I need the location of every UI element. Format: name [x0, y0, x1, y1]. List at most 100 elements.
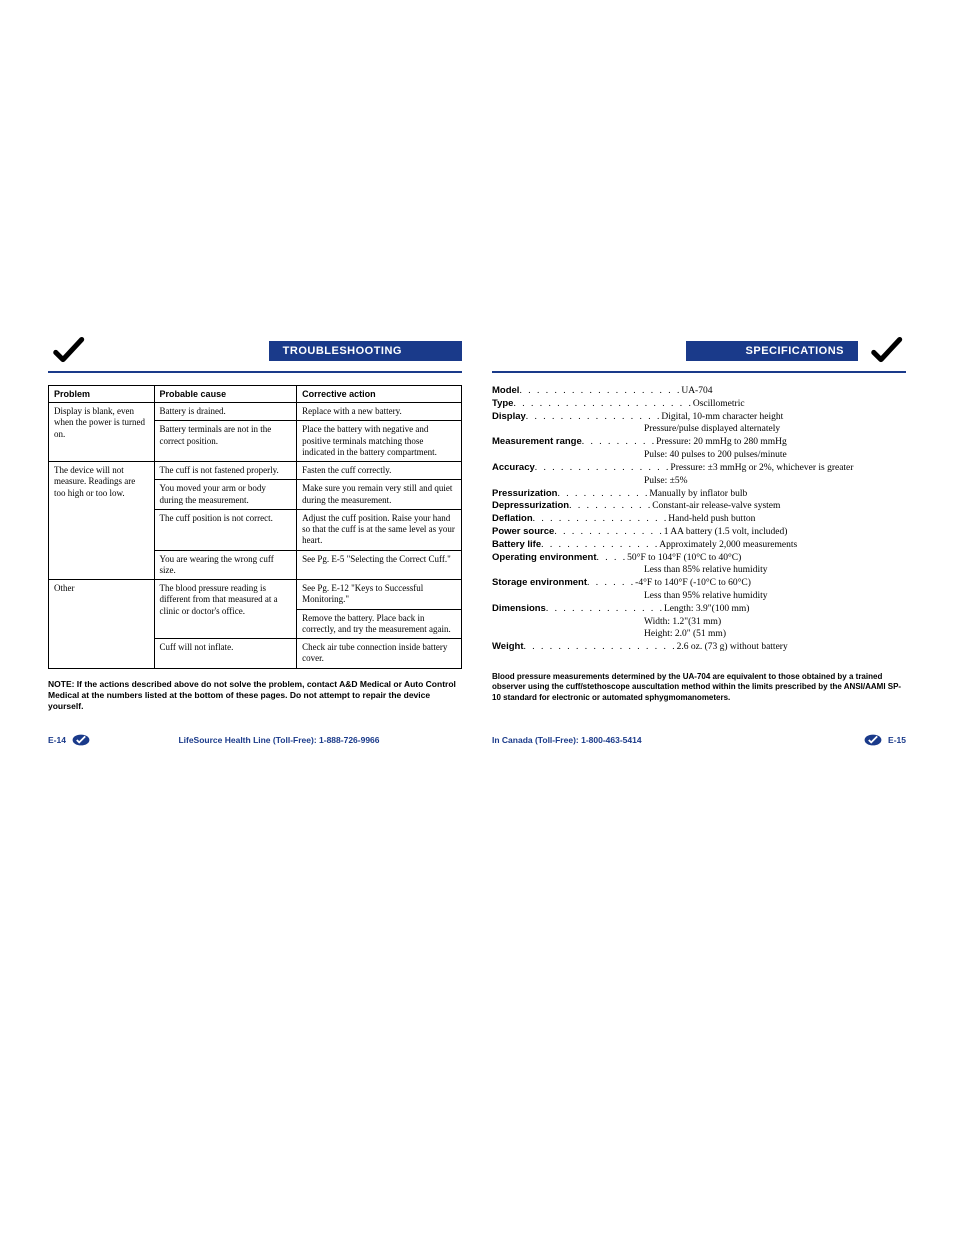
section-title: TROUBLESHOOTING [269, 341, 462, 361]
spec-value: Pressure: 20 mmHg to 280 mmHg [656, 436, 906, 449]
spec-row: Model . . . . . . . . . . . . . . . . . … [492, 385, 906, 398]
spec-dots: . . . . . . . . . . . . . . [546, 603, 664, 616]
cell-action: See Pg. E-5 "Selecting the Correct Cuff.… [297, 550, 462, 580]
spec-row: Storage environment . . . . . .-4°F to 1… [492, 577, 906, 590]
spec-value: Approximately 2,000 measurements [659, 539, 906, 552]
spec-value-cont: Width: 1.2"(31 mm) [492, 616, 906, 629]
heading-bar-left: TROUBLESHOOTING [48, 335, 462, 373]
cell-action: Replace with a new battery. [297, 403, 462, 421]
cell-action: Adjust the cuff position. Raise your han… [297, 509, 462, 550]
cell-action: Place the battery with negative and posi… [297, 421, 462, 462]
page-number: E-15 [888, 735, 906, 745]
cell-action: Fasten the cuff correctly. [297, 462, 462, 480]
cell-problem: Other [49, 580, 155, 669]
troubleshooting-table: Problem Probable cause Corrective action… [48, 385, 462, 669]
page-badge-icon [864, 734, 882, 746]
spec-value: Length: 3.9"(100 mm) [664, 603, 906, 616]
spec-value-cont: Less than 95% relative humidity [492, 590, 906, 603]
spec-row: Accuracy . . . . . . . . . . . . . . . .… [492, 462, 906, 475]
spec-row: Power source . . . . . . . . . . . . .1 … [492, 526, 906, 539]
table-row: The device will not measure. Readings ar… [49, 462, 462, 480]
spec-dots: . . . . . . . . . [582, 436, 656, 449]
cell-cause: The cuff position is not correct. [154, 509, 297, 550]
spec-label: Model [492, 385, 519, 398]
cell-problem: Display is blank, even when the power is… [49, 403, 155, 462]
footer-text: LifeSource Health Line (Toll-Free): 1-88… [96, 735, 462, 745]
spec-row: Dimensions . . . . . . . . . . . . . .Le… [492, 603, 906, 616]
table-row: OtherThe blood pressure reading is diffe… [49, 580, 462, 610]
cell-cause: You moved your arm or body during the me… [154, 480, 297, 510]
spec-row: Type . . . . . . . . . . . . . . . . . .… [492, 398, 906, 411]
cell-cause: The cuff is not fastened properly. [154, 462, 297, 480]
table-row: Display is blank, even when the power is… [49, 403, 462, 421]
spec-value: Pressure: ±3 mmHg or 2%, whichever is gr… [670, 462, 906, 475]
page-number: E-14 [48, 735, 66, 745]
spec-value: 50°F to 104°F (10°C to 40°C) [627, 552, 906, 565]
right-page: SPECIFICATIONS Model . . . . . . . . . .… [492, 335, 906, 712]
footer-left: E-14 LifeSource Health Line (Toll-Free):… [48, 734, 462, 746]
specs-list: Model . . . . . . . . . . . . . . . . . … [492, 385, 906, 654]
spec-label: Battery life [492, 539, 541, 552]
spec-value-cont: Pressure/pulse displayed alternately [492, 423, 906, 436]
spec-value: Manually by inflator bulb [649, 488, 906, 501]
spec-label: Measurement range [492, 436, 582, 449]
spec-row: Battery life . . . . . . . . . . . . . .… [492, 539, 906, 552]
checkmark-icon [866, 335, 906, 367]
cell-cause: The blood pressure reading is different … [154, 580, 297, 639]
cell-problem: The device will not measure. Readings ar… [49, 462, 155, 580]
spec-dots: . . . . . . . . . . . . . . . . [533, 513, 669, 526]
spec-row: Weight . . . . . . . . . . . . . . . . .… [492, 641, 906, 654]
spec-dots: . . . . . . . . . . . . . . . . . . . [519, 385, 681, 398]
col-cause: Probable cause [154, 386, 297, 403]
spec-label: Type [492, 398, 513, 411]
spec-label: Operating environment [492, 552, 597, 565]
spec-dots: . . . . . . . . . . . . . [554, 526, 663, 539]
spec-row: Deflation . . . . . . . . . . . . . . . … [492, 513, 906, 526]
spec-value: Hand-held push button [668, 513, 906, 526]
spec-label: Storage environment [492, 577, 587, 590]
spec-value-cont: Pulse: 40 pulses to 200 pulses/minute [492, 449, 906, 462]
spec-label: Weight [492, 641, 524, 654]
col-problem: Problem [49, 386, 155, 403]
spec-dots: . . . . . . . . . . [569, 500, 652, 513]
spec-row: Pressurization . . . . . . . . . . .Manu… [492, 488, 906, 501]
spec-dots: . . . . [597, 552, 628, 565]
spec-dots: . . . . . . . . . . . . . . . . . . . . … [513, 398, 692, 411]
spec-dots: . . . . . . [587, 577, 635, 590]
cell-action: Remove the battery. Place back in correc… [297, 609, 462, 639]
spec-label: Dimensions [492, 603, 546, 616]
spec-label: Depressurization [492, 500, 569, 513]
spec-row: Display . . . . . . . . . . . . . . . .D… [492, 411, 906, 424]
heading-bar-right: SPECIFICATIONS [492, 335, 906, 373]
spec-dots: . . . . . . . . . . . . . . . . [526, 411, 662, 424]
spec-dots: . . . . . . . . . . . [557, 488, 649, 501]
footer-right: In Canada (Toll-Free): 1-800-463-5414 E-… [492, 734, 906, 746]
spec-value: UA-704 [681, 385, 906, 398]
footer-text: In Canada (Toll-Free): 1-800-463-5414 [492, 735, 858, 745]
spec-value: Constant-air release-valve system [652, 500, 906, 513]
spec-dots: . . . . . . . . . . . . . . . . [535, 462, 671, 475]
cell-action: See Pg. E-12 "Keys to Successful Monitor… [297, 580, 462, 610]
cell-action: Check air tube connection inside battery… [297, 639, 462, 669]
section-title: SPECIFICATIONS [686, 341, 858, 361]
cell-action: Make sure you remain very still and quie… [297, 480, 462, 510]
left-page: TROUBLESHOOTING Problem Probable cause C… [48, 335, 462, 712]
spec-value: 1 AA battery (1.5 volt, included) [664, 526, 906, 539]
spec-note: Blood pressure measurements determined b… [492, 672, 906, 703]
spec-value-cont: Height: 2.0" (51 mm) [492, 628, 906, 641]
cell-cause: Battery is drained. [154, 403, 297, 421]
spec-value: Digital, 10-mm character height [661, 411, 906, 424]
spec-label: Deflation [492, 513, 533, 526]
spec-row: Measurement range . . . . . . . . .Press… [492, 436, 906, 449]
col-action: Corrective action [297, 386, 462, 403]
spec-label: Accuracy [492, 462, 535, 475]
spec-value-cont: Less than 85% relative humidity [492, 564, 906, 577]
spec-value-cont: Pulse: ±5% [492, 475, 906, 488]
spec-value: -4°F to 140°F (-10°C to 60°C) [635, 577, 906, 590]
spec-dots: . . . . . . . . . . . . . . [541, 539, 659, 552]
spec-row: Operating environment . . . .50°F to 104… [492, 552, 906, 565]
spec-label: Pressurization [492, 488, 557, 501]
spec-value: Oscillometric [693, 398, 906, 411]
cell-cause: Battery terminals are not in the correct… [154, 421, 297, 462]
page-badge-icon [72, 734, 90, 746]
